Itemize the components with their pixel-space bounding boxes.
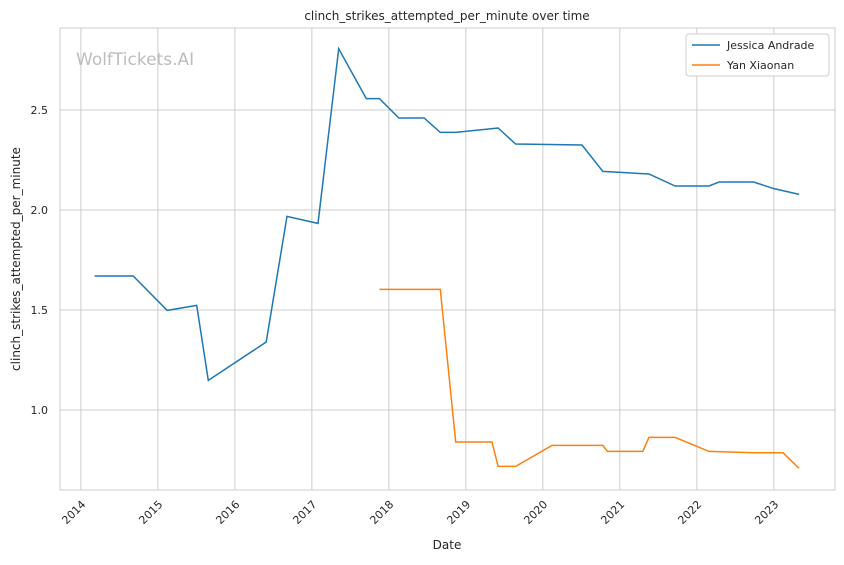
legend: Jessica Andrade Yan Xiaonan xyxy=(686,34,829,76)
legend-label-jessica-andrade: Jessica Andrade xyxy=(726,39,815,52)
chart-title: clinch_strikes_attempted_per_minute over… xyxy=(304,9,589,23)
y-tick-label: 2.0 xyxy=(31,204,49,217)
y-tick-label: 1.0 xyxy=(31,404,49,417)
x-tick-label: 2018 xyxy=(367,498,396,527)
x-axis-label: Date xyxy=(433,538,462,552)
watermark: WolfTickets.AI xyxy=(76,50,194,70)
x-tick-label: 2015 xyxy=(136,498,165,527)
y-tick-labels: 1.0 1.5 2.0 2.5 xyxy=(31,104,49,417)
x-tick-label: 2023 xyxy=(752,498,781,527)
x-tick-label: 2014 xyxy=(59,498,88,527)
x-tick-label: 2016 xyxy=(213,498,242,527)
x-tick-label: 2019 xyxy=(444,498,473,527)
y-tick-label: 2.5 xyxy=(31,104,49,117)
y-axis-label: clinch_strikes_attempted_per_minute xyxy=(9,147,23,371)
x-tick-label: 2017 xyxy=(290,498,319,527)
x-tick-label: 2022 xyxy=(675,498,704,527)
plot-area xyxy=(60,28,835,490)
legend-label-yan-xiaonan: Yan Xiaonan xyxy=(726,59,794,72)
y-tick-label: 1.5 xyxy=(31,304,49,317)
x-tick-label: 2020 xyxy=(521,498,550,527)
x-tick-label: 2021 xyxy=(598,498,627,527)
x-tick-labels: 2014 2015 2016 2017 2018 2019 2020 2021 2022 2023 xyxy=(59,498,781,527)
